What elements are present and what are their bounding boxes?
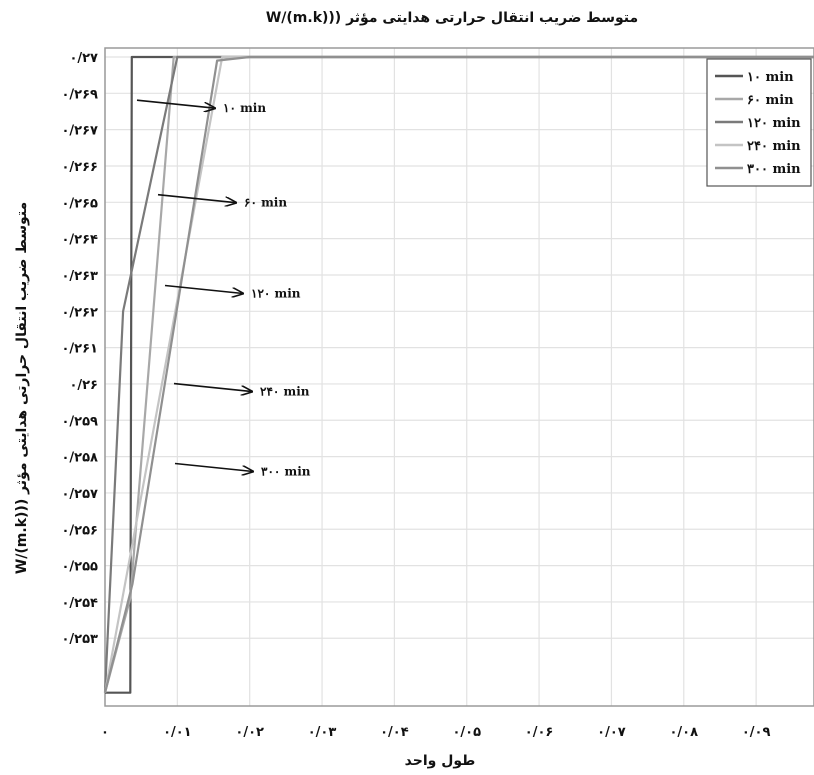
legend-label: ۱۲۰ min xyxy=(747,116,801,131)
x-tick-label: ۰ xyxy=(101,725,109,740)
annotation-arrow xyxy=(136,99,215,108)
annotation-label: ۲۴۰ min xyxy=(260,385,310,399)
plot-area-frame xyxy=(104,47,814,707)
annotation-label: ۱۲۰ min xyxy=(251,286,301,300)
x-tick-label: ۰/۰۸ xyxy=(669,725,698,740)
y-tick-label: ۰/۲۶۳ xyxy=(62,269,99,284)
y-tick-label: ۰/۲۵۶ xyxy=(62,523,99,538)
y-tick-label: ۰/۲۶۱ xyxy=(62,342,99,357)
series-lines xyxy=(103,55,814,694)
x-tick-label: ۰/۰۱ xyxy=(163,725,192,740)
x-axis-label: طول واحد xyxy=(405,753,476,769)
y-tick-label: ۰/۲۷ xyxy=(69,51,98,66)
annotation-arrow xyxy=(174,462,253,472)
grid xyxy=(104,48,814,706)
x-tick-label: ۰/۰۷ xyxy=(597,725,626,740)
x-tick-label: ۰/۰۹ xyxy=(742,725,771,740)
legend-label: ۲۴۰ min xyxy=(747,139,801,154)
y-tick-label: ۰/۲۶۷ xyxy=(62,124,99,139)
y-tick-label: ۰/۲۵۸ xyxy=(62,451,99,466)
annotation-label: ۱۰ min xyxy=(223,101,266,115)
y-tick-label: ۰/۲۵۹ xyxy=(62,414,99,429)
x-tick-label: ۰/۰۳ xyxy=(308,725,337,740)
y-axis-label: متوسط ضریب انتقال حرارتی هدایتی مؤثر ((W… xyxy=(14,202,30,574)
series-line xyxy=(103,55,814,693)
x-tick-label: ۰/۰۲ xyxy=(235,725,264,740)
legend: ۱۰ min ۶۰ min ۱۲۰ min ۲۴۰ min ۳۰۰ min xyxy=(706,58,812,187)
x-tick-label: ۰/۰۵ xyxy=(452,725,481,740)
chart-title: متوسط ضریب انتقال حرارتی هدایتی مؤثر ((W… xyxy=(266,10,638,26)
annotation-arrow xyxy=(173,382,252,392)
annotation-label: ۳۰۰ min xyxy=(261,465,311,479)
x-tick-label: ۰/۰۴ xyxy=(380,725,409,740)
legend-label: ۶۰ min xyxy=(747,93,794,108)
y-tick-label: ۰/۲۵۴ xyxy=(62,596,99,611)
legend-label: ۱۰ min xyxy=(747,70,794,85)
x-tick-label: ۰/۰۶ xyxy=(525,725,554,740)
y-tick-label: ۰/۲۶۶ xyxy=(62,160,99,175)
y-tick-label: ۰/۲۵۵ xyxy=(62,560,99,575)
axis-ticks: ۰ ۰/۰۱ ۰/۰۲ ۰/۰۳ ۰/۰۴ ۰/۰۵ ۰/۰۶ ۰/۰۷ ۰/۰۸ ۰/۰۹ ۰/۲… xyxy=(62,51,771,740)
y-tick-label: ۰/۲۶۴ xyxy=(62,233,99,248)
legend-label: ۳۰۰ min xyxy=(747,162,801,177)
annotations: ۱۰ min ۶۰ min ۱۲۰ min ۲۴۰ min ۳۰۰ min xyxy=(136,99,311,479)
y-tick-label: ۰/۲۵۷ xyxy=(62,487,99,502)
y-tick-label: ۰/۲۶ xyxy=(69,378,98,393)
annotation-arrow xyxy=(164,284,243,293)
annotation-arrow xyxy=(157,193,236,203)
y-tick-label: ۰/۲۶۲ xyxy=(62,305,99,320)
y-tick-label: ۰/۲۶۹ xyxy=(62,87,99,102)
y-tick-label: ۰/۲۵۳ xyxy=(62,632,99,647)
annotation-label: ۶۰ min xyxy=(244,196,287,210)
y-tick-label: ۰/۲۶۵ xyxy=(62,196,99,211)
